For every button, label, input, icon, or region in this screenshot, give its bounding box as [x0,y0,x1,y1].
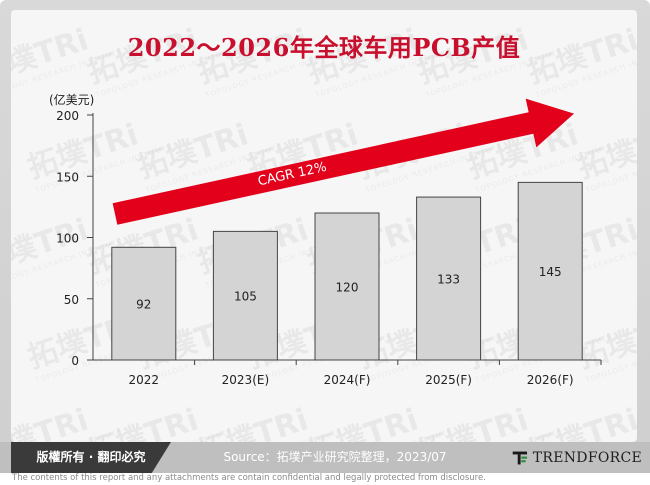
data-label: 105 [234,290,257,304]
data-label: 120 [336,281,359,295]
trendforce-logo-icon [512,451,528,464]
data-label: 145 [539,265,562,279]
copyright-label: 版權所有 · 翻印必究 [11,442,171,473]
bar [416,196,482,361]
trendforce-logo: TRENDFORCE [512,442,642,473]
bar-chart: (亿美元) 0 50 100 150 200 92 2022 105 2023(E) 120 2024… [49,92,602,387]
data-label: 133 [437,273,460,287]
cagr-arrow [112,98,574,225]
logo-text: TRENDFORCE [532,449,642,466]
y-tick-label: 50 [64,293,79,307]
y-tick-label: 0 [71,354,79,368]
chart-panel: 拓墣TRi TOPOLOGY RESEARCH INSTITUTE 拓墣TRi TOP… [11,10,637,442]
y-tick-label: 100 [56,232,79,246]
y-axis-label: (亿美元) [49,92,94,107]
x-tick-label: 2022 [129,373,160,387]
y-tick-label: 200 [56,109,79,123]
footer-bar: 版權所有 · 翻印必究 Source：拓墣产业研究院整理，2023/07 TRE… [0,442,650,473]
disclaimer-text: The contents of this report and any atta… [12,473,486,483]
chart-title: 2022～2026年全球车用PCB产值 [127,33,521,62]
source-note: Source：拓墣产业研究院整理，2023/07 [223,450,447,464]
x-tick-label: 2025(F) [425,373,472,387]
bar [314,212,380,361]
data-label: 92 [136,298,151,312]
bar [212,230,278,361]
bar [111,246,177,361]
x-tick-label: 2026(F) [527,373,574,387]
y-tick-label: 150 [56,170,79,184]
bar [517,181,583,361]
x-tick-label: 2023(E) [222,373,269,387]
x-tick-label: 2024(F) [324,373,371,387]
